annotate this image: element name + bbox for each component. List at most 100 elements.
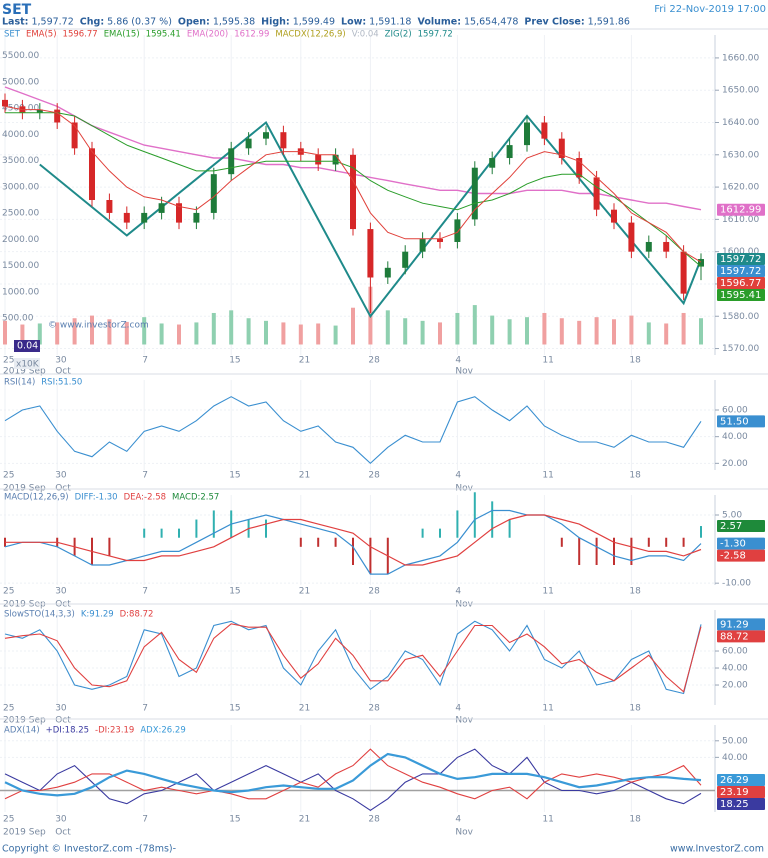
badge-text: 51.50 xyxy=(720,416,749,427)
legend-entry: -DI:23.19 xyxy=(95,726,134,736)
volume-tick-label: 2500.00 xyxy=(2,209,39,219)
y-tick-label: 5.00 xyxy=(722,511,742,521)
histogram-bar xyxy=(439,528,441,538)
x-tick-label: 11 xyxy=(542,587,553,597)
quote-label: Prev Close: xyxy=(524,17,584,28)
volume-bar xyxy=(246,318,251,345)
volume-bar xyxy=(229,310,234,345)
quote-value: 1,595.38 xyxy=(213,17,255,28)
line xyxy=(4,509,702,575)
histogram-bar xyxy=(578,537,581,565)
badge xyxy=(717,537,765,550)
histogram-bar xyxy=(317,537,320,547)
badge xyxy=(717,774,765,787)
quote-label: Last: xyxy=(2,17,28,28)
volume-bar xyxy=(124,321,129,345)
badge-text: 26.29 xyxy=(720,775,749,786)
x-tick-label: 30 xyxy=(55,356,67,366)
x-month-label: 2019 Sep xyxy=(3,828,46,838)
y-tick-label: 1620.00 xyxy=(722,183,759,193)
badge xyxy=(717,289,765,302)
candle-body xyxy=(628,222,635,252)
symbol: SET xyxy=(2,2,32,18)
x-tick-label: 4 xyxy=(455,587,461,597)
x-tick-label: 30 xyxy=(55,815,67,825)
volume-bar xyxy=(594,317,599,345)
volume-tick-label: 3000.00 xyxy=(2,182,39,192)
volume-bar xyxy=(264,320,268,345)
candle-body xyxy=(645,241,652,252)
x-tick-label: 4 xyxy=(455,815,461,825)
legend-entry: V:0.04 xyxy=(352,30,379,40)
histogram-bar xyxy=(195,519,198,538)
legend-entry: D:88.72 xyxy=(120,610,154,620)
badge-text: 91.29 xyxy=(720,619,749,630)
histogram-bar xyxy=(334,537,337,547)
histogram-bar xyxy=(369,537,372,575)
badge xyxy=(717,415,765,428)
quote-value: 1,597.72 xyxy=(31,17,73,28)
y-tick-label: 1580.00 xyxy=(722,312,759,322)
volume-bar xyxy=(455,312,460,345)
x-tick-label: 21 xyxy=(299,704,310,714)
quote-value: 1,591.86 xyxy=(588,17,630,28)
volume-unit: x10K xyxy=(16,360,40,370)
volume-tick-label: 3500.00 xyxy=(2,156,39,166)
volume-bar xyxy=(646,322,651,345)
candle-body xyxy=(437,238,443,242)
candle-body xyxy=(419,238,426,252)
line xyxy=(5,514,702,566)
x-tick-label: 11 xyxy=(542,815,553,825)
volume-bar xyxy=(316,323,321,345)
quote-label: Low: xyxy=(341,17,366,28)
volume-bar xyxy=(194,322,199,345)
badge-text: -2.58 xyxy=(720,551,746,562)
line xyxy=(4,752,702,797)
badge-text: 1595.41 xyxy=(720,290,761,301)
x-tick-label: 15 xyxy=(229,587,240,597)
candle-body xyxy=(471,167,478,220)
volume-bar xyxy=(107,319,112,345)
volume-box-text: 0.04 xyxy=(17,341,38,352)
y-tick-label: 60.00 xyxy=(722,406,748,416)
volume-bar xyxy=(333,325,338,345)
candle-body xyxy=(193,212,200,223)
candle-body xyxy=(141,212,148,223)
legend-entry: SlowSTO(14,3,3) xyxy=(4,610,75,620)
volume-bar xyxy=(142,317,147,345)
volume-bar xyxy=(211,312,216,345)
candle-body xyxy=(158,203,165,213)
candle-body xyxy=(123,212,130,223)
badge xyxy=(717,277,765,290)
quote-value: 1,599.49 xyxy=(293,17,335,28)
candle-body xyxy=(384,267,391,278)
line xyxy=(4,748,702,800)
volume-bar xyxy=(420,320,425,345)
badge-text: 1596.77 xyxy=(720,278,761,289)
quote-value: 5.86 (0.37 %) xyxy=(107,17,172,28)
volume-tick-label: 5000.00 xyxy=(2,77,39,87)
histogram-bar xyxy=(682,537,685,547)
legend-entry: MACD:2.57 xyxy=(172,493,219,503)
line xyxy=(4,396,702,465)
candle-body xyxy=(36,109,43,113)
legend-entry: MACDX(12,26,9) xyxy=(275,30,345,40)
legend-entry: ZIG(2) xyxy=(385,30,412,40)
quote-label: High: xyxy=(261,17,290,28)
volume-bar xyxy=(159,323,164,345)
volume-bar xyxy=(542,312,547,345)
x-tick-label: 30 xyxy=(55,704,67,714)
x-tick-label: 28 xyxy=(368,815,380,825)
histogram-bar xyxy=(647,537,650,547)
x-month-label: Oct xyxy=(55,716,71,726)
badge xyxy=(717,618,765,631)
volume-bar xyxy=(629,315,634,345)
volume-bar xyxy=(20,324,25,345)
legend-entry: EMA(15) xyxy=(104,30,140,40)
candle-body xyxy=(71,122,78,149)
volume-bar xyxy=(525,317,529,345)
x-month-label: 2019 Sep xyxy=(3,367,46,377)
volume-unit-box xyxy=(14,358,40,369)
badge-text: 88.72 xyxy=(720,631,749,642)
badge xyxy=(717,265,765,278)
